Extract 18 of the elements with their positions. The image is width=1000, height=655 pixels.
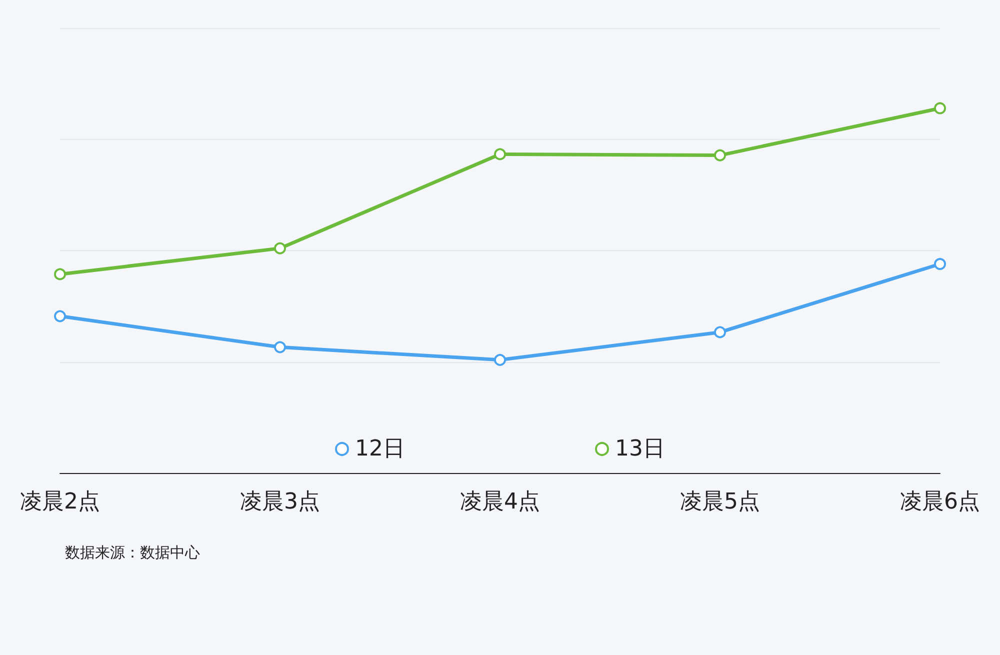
point xyxy=(714,149,726,162)
legend-label: 13日 xyxy=(615,436,665,462)
point xyxy=(934,258,946,270)
legend-label: 12日 xyxy=(355,436,406,462)
point xyxy=(274,341,286,354)
x-tick-label: 凌晨2点 xyxy=(20,490,100,514)
point xyxy=(494,354,506,366)
point xyxy=(54,268,66,280)
x-tick-label: 凌晨5点 xyxy=(680,490,760,514)
point xyxy=(934,102,946,114)
x-tick-label: 凌晨4点 xyxy=(460,490,540,514)
source-note: 数据来源：数据中心 xyxy=(65,544,200,562)
point xyxy=(494,148,506,160)
x-tick-label: 凌晨6点 xyxy=(900,490,980,514)
point xyxy=(54,310,66,322)
x-tick-label: 凌晨3点 xyxy=(240,490,320,514)
point xyxy=(714,326,726,338)
point xyxy=(274,242,286,254)
